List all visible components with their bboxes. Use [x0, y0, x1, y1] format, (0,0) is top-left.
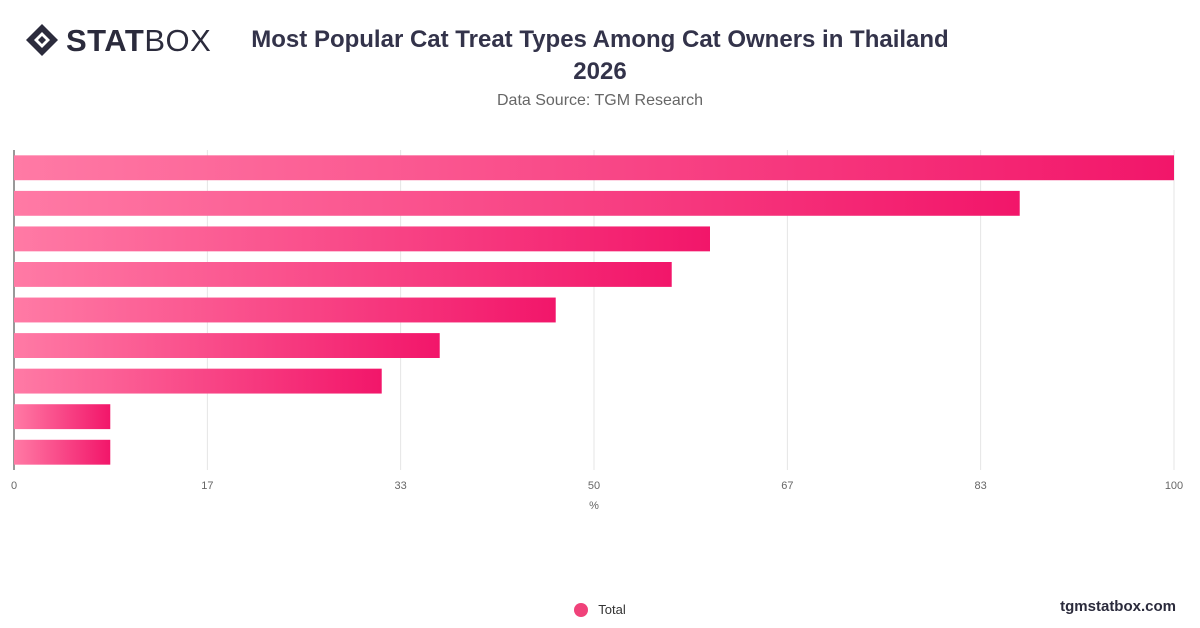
statbox-diamond-icon	[26, 24, 58, 56]
bar[interactable]	[14, 226, 710, 252]
x-tick-label: 67	[781, 480, 793, 492]
bar[interactable]	[14, 368, 382, 394]
bar[interactable]	[14, 262, 672, 287]
logo-text-thin: BOX	[144, 22, 212, 58]
x-tick-label: 100	[1165, 480, 1183, 492]
statbox-logo: STATBOX	[24, 22, 211, 58]
bar[interactable]	[14, 297, 556, 323]
logo-text-bold: STAT	[66, 22, 145, 58]
x-tick-label: 83	[975, 480, 987, 492]
legend-marker	[574, 602, 589, 617]
legend[interactable]: Total	[0, 602, 1200, 617]
bar[interactable]	[14, 155, 1174, 181]
x-tick-label: 33	[395, 480, 407, 492]
bar[interactable]	[14, 333, 440, 358]
chart-subtitle: Data Source: TGM Research	[496, 92, 703, 109]
bar[interactable]	[14, 439, 111, 465]
bar[interactable]	[14, 404, 111, 430]
footer-source-link[interactable]: tgmstatbox.com	[1060, 598, 1176, 615]
x-tick-label: 0	[11, 480, 17, 492]
bar[interactable]	[14, 190, 1020, 216]
x-tick-label: 17	[201, 480, 213, 492]
chart-title: Most Popular Cat Treat Types Among Cat O…	[251, 26, 949, 85]
x-tick-label: 50	[588, 480, 600, 492]
legend-label-total: Total	[598, 602, 626, 617]
bar-chart: 0 17 33 50 67 83 100 %	[11, 150, 1183, 512]
logo-wordmark: STATBOX	[66, 25, 211, 56]
x-axis-label: %	[589, 500, 599, 512]
